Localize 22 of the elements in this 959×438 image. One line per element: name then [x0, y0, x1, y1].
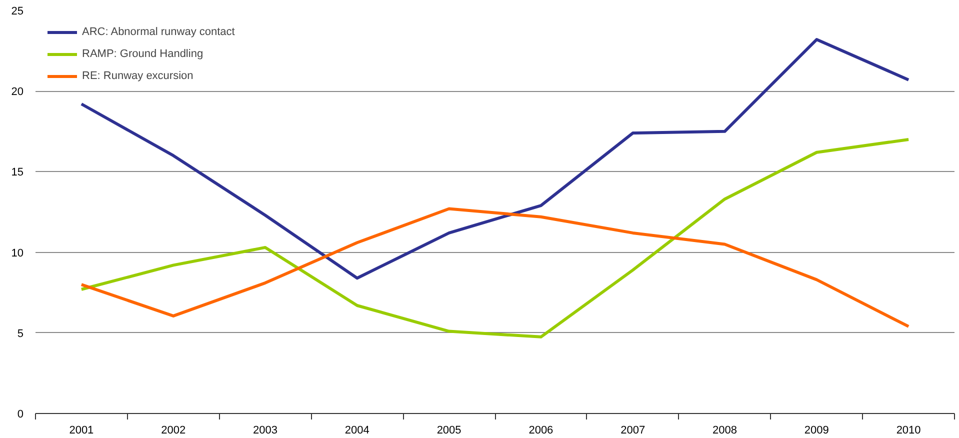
legend-label: ARC: Abnormal runway contact	[82, 26, 235, 38]
y-tick-label: 15	[11, 166, 24, 179]
x-tick-label: 2009	[804, 424, 829, 436]
y-tick-label: 5	[17, 328, 24, 340]
line-series	[80, 38, 910, 280]
x-tick-label: 2010	[896, 424, 921, 436]
line-series	[80, 207, 910, 328]
y-tick-label: 10	[11, 247, 24, 260]
x-tick-label: 2008	[712, 424, 737, 436]
x-tick-label: 2005	[436, 424, 462, 436]
y-tick-label: 0	[17, 408, 24, 420]
y-tick-label: 20	[11, 86, 24, 98]
x-tick-label: 2003	[253, 424, 278, 436]
legend-label: RAMP: Ground Handling	[82, 48, 204, 60]
x-tick-label: 2001	[69, 424, 94, 436]
x-tick-label: 2006	[528, 424, 554, 436]
legend-label: RE: Runway excursion	[82, 70, 194, 82]
x-tick-label: 2002	[161, 424, 186, 436]
y-tick-label: 25	[11, 6, 24, 18]
x-tick-label: 2007	[620, 424, 646, 436]
line-series	[80, 138, 910, 338]
x-tick-label: 2004	[344, 424, 370, 436]
